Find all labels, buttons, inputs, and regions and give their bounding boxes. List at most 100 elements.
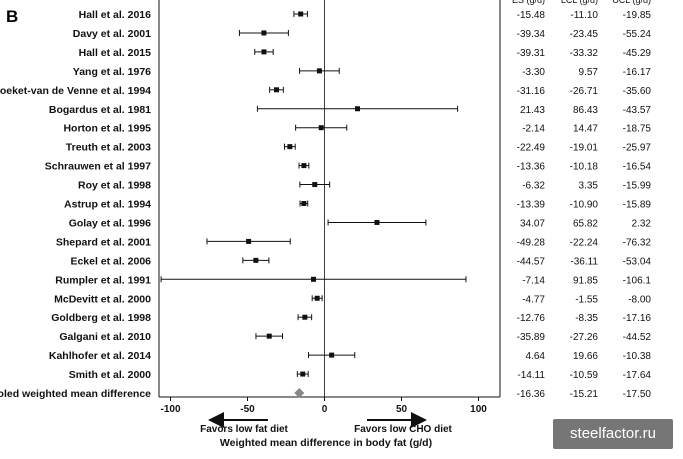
lcl-value: -11.10 (570, 10, 598, 21)
study-row: Rumpler et al. 1991 -7.14 91.85 -106.1 (55, 274, 651, 286)
ucl-value: -53.04 (623, 256, 652, 267)
lcl-value: -33.32 (570, 48, 599, 59)
es-value: -2.14 (522, 124, 545, 135)
point-estimate (266, 333, 272, 339)
plot-frame (158, 0, 501, 398)
study-row: Davy et al. 2001 -39.34 -23.45 -55.24 (73, 28, 652, 40)
study-row: Horton et al. 1995 -2.14 14.47 -18.75 (63, 123, 651, 135)
ucl-value: -19.85 (623, 10, 652, 21)
lcl-value: 3.35 (579, 181, 599, 192)
point-estimate (287, 144, 293, 150)
es-value: -14.11 (517, 370, 545, 381)
ucl-value: -44.52 (623, 332, 652, 343)
ucl-value: -16.17 (623, 67, 652, 78)
ucl-value: -43.57 (623, 105, 652, 116)
point-estimate (312, 182, 318, 188)
study-label: Golay et al. 1996 (69, 217, 151, 229)
x-tick-label: -50 (240, 404, 255, 415)
study-row: Goldberg et al. 1998 -12.76 -8.35 -17.16 (51, 312, 651, 324)
study-label: Horton et al. 1995 (63, 123, 151, 135)
column-header: LCL (g/d) (561, 0, 598, 5)
study-rows: Hall et al. 2016 -15.48 -11.10 -19.85 Davy e… (0, 9, 651, 400)
x-axis-title: Weighted mean difference in body fat (g/… (220, 437, 432, 449)
es-value: -39.34 (517, 29, 546, 40)
x-tick-label: -100 (160, 404, 180, 415)
es-value: 21.43 (520, 105, 545, 116)
lcl-value: 91.85 (573, 275, 598, 286)
study-label: Schrauwen et al 1997 (45, 161, 151, 173)
lcl-value: -8.35 (575, 313, 598, 324)
ucl-value: -15.89 (623, 200, 652, 211)
summary-diamond (294, 388, 305, 398)
ucl-value: -45.29 (623, 48, 652, 59)
ucl-value: -55.24 (623, 29, 652, 40)
point-estimate (301, 163, 307, 169)
ucl-value: -106.1 (623, 275, 652, 286)
es-value: 4.64 (526, 351, 546, 362)
point-estimate (311, 276, 317, 282)
study-label: Yang et al. 1976 (73, 66, 151, 78)
point-estimate (314, 295, 320, 301)
study-label: Davy et al. 2001 (73, 28, 151, 40)
point-estimate (246, 238, 252, 244)
ucl-value: -17.16 (623, 313, 652, 324)
study-label: McDevitt et al. 2000 (54, 293, 151, 305)
lcl-value: -10.18 (570, 162, 599, 173)
es-value: -22.49 (517, 143, 546, 154)
es-value: -15.48 (517, 10, 546, 21)
ucl-value: -17.50 (623, 389, 652, 400)
point-estimate (300, 371, 306, 377)
ucl-value: -17.64 (623, 370, 652, 381)
study-label: Goldberg et al. 1998 (51, 312, 151, 324)
ucl-value: -35.60 (623, 86, 652, 97)
lcl-value: 9.57 (579, 67, 599, 78)
study-row: Smith et al. 2000 -14.11 -10.59 -17.64 (69, 369, 652, 381)
study-row: McDevitt et al. 2000 -4.77 -1.55 -8.00 (54, 293, 651, 305)
es-value: -13.36 (517, 162, 546, 173)
point-estimate (329, 352, 335, 358)
study-label: Hall et al. 2016 (79, 9, 152, 21)
es-value: -3.30 (522, 67, 545, 78)
point-estimate (318, 125, 324, 131)
lcl-value: -1.55 (575, 294, 598, 305)
study-row: Hall et al. 2016 -15.48 -11.10 -19.85 (79, 9, 652, 21)
study-label: Shepard et al. 2001 (56, 236, 151, 248)
study-row: Yang et al. 1976 -3.30 9.57 -16.17 (73, 66, 652, 78)
study-row: Hall et al. 2015 -39.31 -33.32 -45.29 (79, 47, 652, 59)
study-row: Roy et al. 1998 -6.32 3.35 -15.99 (78, 180, 651, 192)
study-label: Rumpler et al. 1991 (55, 274, 151, 286)
column-headers: ES (g/d) LCL (g/d) UCL (g/d) (512, 0, 651, 5)
point-estimate (298, 11, 304, 17)
watermark: steelfactor.ru (553, 419, 673, 449)
lcl-value: 19.66 (573, 351, 598, 362)
ucl-value: -76.32 (623, 237, 652, 248)
lcl-value: -26.71 (570, 86, 599, 97)
study-row: Bogardus et al. 1981 21.43 86.43 -43.57 (49, 104, 652, 116)
lcl-value: -22.24 (570, 237, 599, 248)
es-value: 34.07 (520, 218, 545, 229)
es-value: -4.77 (522, 294, 545, 305)
column-header: UCL (g/d) (612, 0, 651, 5)
point-estimate (253, 257, 259, 263)
study-row: Kahlhofer et al. 2014 4.64 19.66 -10.38 (49, 350, 652, 362)
study-label: Astrup et al. 1994 (64, 199, 151, 211)
study-row: Astrup et al. 1994 -13.39 -10.90 -15.89 (64, 199, 651, 211)
point-estimate (261, 49, 267, 55)
x-tick-label: 50 (396, 404, 408, 415)
lcl-value: -10.59 (570, 370, 599, 381)
study-label: Treuth et al. 2003 (66, 142, 151, 154)
x-axis: -100 -50 0 50 100 Favors low fat diet Favors l… (160, 397, 487, 449)
es-value: -12.76 (517, 313, 546, 324)
study-row: boeket-van de Venne et al. 1994 -31.16 -26… (0, 85, 651, 97)
study-label: Hall et al. 2015 (79, 47, 152, 59)
study-row: Golay et al. 1996 34.07 65.82 2.32 (69, 217, 652, 229)
point-estimate (301, 201, 307, 206)
ucl-value: -18.75 (623, 124, 652, 135)
point-estimate (302, 314, 308, 320)
es-value: -31.16 (517, 86, 546, 97)
ucl-value: -25.97 (623, 143, 652, 154)
study-label: Roy et al. 1998 (78, 180, 151, 192)
study-label: Eckel et al. 2006 (70, 255, 151, 267)
es-value: -44.57 (517, 256, 546, 267)
